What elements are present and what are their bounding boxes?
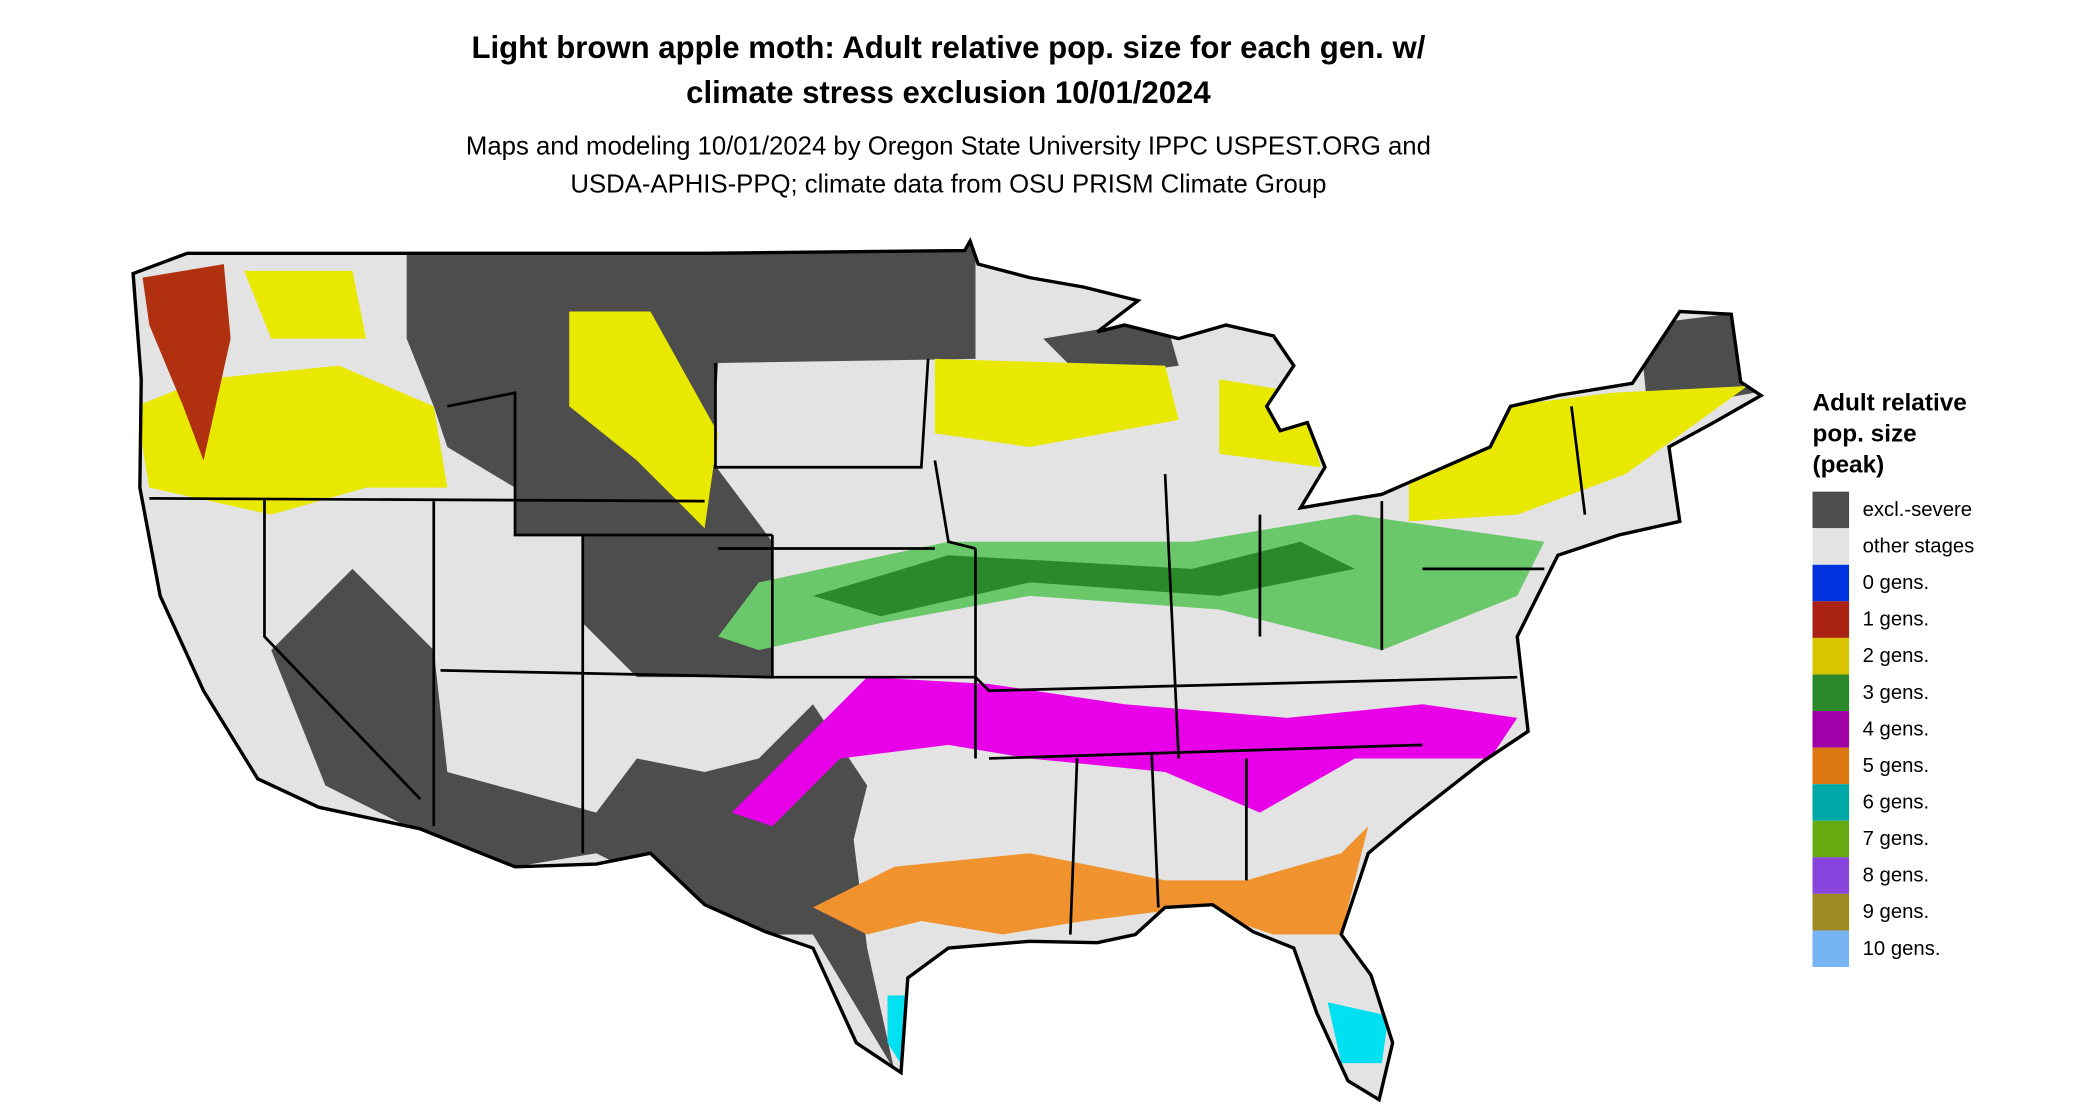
legend-swatch <box>1812 491 1850 529</box>
legend-swatch <box>1812 674 1850 712</box>
legend-label: other stages <box>1863 536 1975 558</box>
zone-2-gens <box>569 311 719 529</box>
zone-5-gens <box>812 826 1369 935</box>
legend-label: 9 gens. <box>1863 901 1930 923</box>
legend-title-line: pop. size <box>1813 421 1917 448</box>
legend-swatch <box>1812 711 1850 748</box>
title-line: Light brown apple moth: Adult relative p… <box>471 30 1425 65</box>
title-line: climate stress exclusion 10/01/2024 <box>686 75 1211 110</box>
legend-label: 7 gens. <box>1863 828 1930 850</box>
legend-swatch <box>1812 820 1850 858</box>
zone-3-gens <box>812 541 1355 617</box>
legend-label: 8 gens. <box>1863 865 1930 887</box>
legend-label: 0 gens. <box>1863 572 1930 594</box>
legend-label: excl.-severe <box>1863 499 1972 521</box>
legend-label: 3 gens. <box>1863 682 1930 704</box>
subtitle-line: USDA-APHIS-PPQ; climate data from OSU PR… <box>570 170 1326 198</box>
legend-swatch <box>1812 930 1850 968</box>
state-borders <box>149 358 1587 935</box>
zone-2-gens <box>244 270 367 339</box>
legend-swatch <box>1812 747 1850 785</box>
legend-label: 10 gens. <box>1863 938 1941 960</box>
legend: Adult relative pop. size (peak) excl.-se… <box>1812 389 1975 968</box>
legend-swatch <box>1812 893 1850 931</box>
legend-swatch <box>1812 528 1850 565</box>
legend-swatch <box>1812 637 1850 675</box>
legend-label: 6 gens. <box>1863 792 1930 814</box>
legend-label: 4 gens. <box>1863 718 1930 740</box>
legend-title-line: Adult relative <box>1813 389 1967 416</box>
legend-swatch <box>1812 564 1850 602</box>
legend-swatch <box>1812 601 1850 638</box>
subtitle-line: Maps and modeling 10/01/2024 by Oregon S… <box>466 132 1431 160</box>
zone-1-gens <box>142 264 231 461</box>
legend-title-line: (peak) <box>1813 452 1885 479</box>
legend-label: 1 gens. <box>1863 609 1930 631</box>
legend-swatch <box>1812 784 1850 821</box>
legend-label: 2 gens. <box>1863 645 1930 667</box>
zone-6-gens <box>1327 1002 1389 1064</box>
legend-label: 5 gens. <box>1863 755 1930 777</box>
us-map <box>131 239 1763 1102</box>
legend-swatch <box>1812 857 1850 894</box>
excluded-zone <box>1639 311 1755 407</box>
zone-2-gens <box>934 358 1179 447</box>
